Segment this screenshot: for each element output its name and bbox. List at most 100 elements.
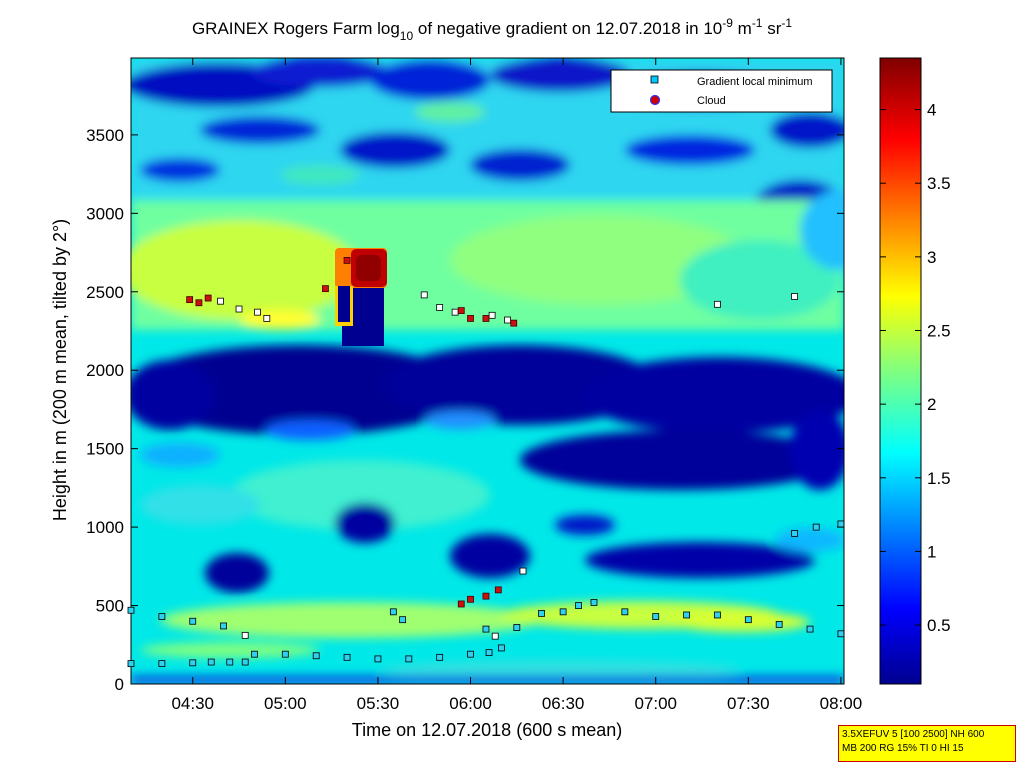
gradient-minimum-point [158, 660, 166, 668]
gradient-minimum-point [312, 652, 320, 660]
cloud-point [322, 285, 329, 293]
legend-label-cloud: Cloud [697, 95, 726, 107]
x-tick-label: 04:30 [171, 694, 214, 713]
gradient-minimum-point [217, 297, 224, 305]
gradient-minimum-point [241, 658, 249, 666]
gradient-minimum-point [451, 308, 459, 316]
gradient-minimum-point [436, 304, 444, 311]
gradient-minimum-point [189, 617, 197, 625]
colorbar-tick-label: 1 [927, 542, 936, 561]
gradient-minimum-point [220, 622, 227, 630]
cloud-point [457, 600, 465, 608]
gradient-minimum-point [714, 300, 721, 308]
gradient-minimum-point [590, 599, 598, 606]
x-tick-label: 05:30 [357, 694, 400, 713]
y-tick-label: 1000 [86, 518, 124, 537]
gradient-minimum-point [791, 293, 799, 300]
colorbar-tick-label: 0.5 [927, 616, 951, 635]
gradient-minimum-point [497, 644, 505, 652]
processing-info-box: 3.5XEFUV 5 [100 2500] NH 600 MB 200 RG 1… [838, 725, 1016, 762]
colorbar-gradient [879, 57, 922, 685]
gradient-minimum-point [837, 520, 845, 528]
gradient-minimum-point [389, 608, 397, 616]
gradient-minimum-point [538, 609, 545, 617]
gradient-minimum-point [491, 632, 499, 640]
gradient-minimum-point [281, 650, 289, 658]
gradient-minimum-point [263, 315, 271, 322]
gradient-minimum-point [235, 305, 243, 313]
y-tick-label: 0 [115, 675, 124, 694]
gradient-minimum-point [683, 611, 690, 619]
cloud-point [467, 315, 474, 322]
gradient-minimum-point [775, 620, 783, 628]
gradient-minimum-point [420, 291, 428, 299]
info-line-1: 3.5XEFUV 5 [100 2500] NH 600 [842, 729, 985, 740]
gradient-minimum-point [127, 660, 135, 668]
x-tick-label: 05:00 [264, 694, 307, 713]
cloud-point [467, 595, 474, 603]
y-tick-label: 1500 [86, 440, 124, 459]
gradient-minimum-point [189, 659, 197, 667]
y-tick-label: 500 [96, 597, 124, 616]
plot-frame [130, 57, 845, 685]
gradient-minimum-point [343, 653, 351, 661]
cloud-point [494, 586, 502, 594]
gradient-minimum-point [714, 611, 721, 619]
y-tick-label: 2500 [86, 283, 124, 302]
marker-layer [127, 256, 845, 668]
gradient-minimum-point [744, 616, 752, 624]
cloud-point [343, 256, 351, 264]
gradient-minimum-point [241, 631, 249, 639]
colorbar-tick-label: 3.5 [927, 174, 951, 193]
cloud-point [204, 294, 212, 302]
colorbar-tick-label: 1.5 [927, 469, 951, 488]
gradient-minimum-point [399, 616, 407, 624]
legend-box [610, 69, 833, 113]
gradient-minimum-point [504, 316, 511, 324]
gradient-minimum-point [806, 625, 814, 633]
legend-marker-cloud [649, 94, 661, 106]
gradient-minimum-point [488, 311, 496, 319]
y-tick-label: 2000 [86, 361, 124, 380]
colorbar-ticks: 0.5 1 1.5 2 2.5 3 3.5 4 [880, 101, 951, 635]
info-line-2: MB 200 RG 15% TI 0 HI 15 [842, 743, 964, 754]
gradient-minimum-point [226, 658, 234, 666]
cloud-point [195, 299, 203, 307]
colorbar-tick-label: 3 [927, 248, 936, 267]
gradient-minimum-point [482, 625, 490, 633]
x-tick-label: 08:00 [820, 694, 863, 713]
colorbar-tick-label: 2.5 [927, 321, 951, 340]
gradient-minimum-point [575, 602, 582, 609]
gradient-minimum-point [254, 308, 261, 316]
colorbar-tick-label: 4 [927, 101, 936, 120]
gradient-minimum-point [652, 613, 660, 620]
x-axis: 04:30 05:00 05:30 06:00 06:30 07:00 07:30 08:00 [171, 58, 862, 713]
gradient-minimum-point [485, 649, 493, 657]
x-tick-label: 06:00 [449, 694, 492, 713]
legend: Gradient local minimum Cloud [610, 69, 833, 113]
gradient-minimum-point [519, 567, 527, 575]
x-tick-label: 07:30 [727, 694, 770, 713]
gradient-minimum-point [513, 624, 521, 631]
cloud-point [510, 319, 518, 327]
x-tick-label: 06:30 [542, 694, 585, 713]
y-axis: 0 500 1000 1500 2000 2500 3000 3500 [86, 126, 844, 694]
gradient-minimum-point [405, 655, 413, 663]
gradient-minimum-point [559, 608, 567, 616]
legend-label-gradient-min: Gradient local minimum [697, 76, 813, 88]
gradient-minimum-point [127, 606, 135, 614]
gradient-minimum-point [837, 630, 845, 638]
gradient-minimum-point [791, 529, 799, 537]
gradient-minimum-point [374, 655, 382, 663]
gradient-minimum-point [158, 613, 166, 620]
cloud-point [482, 592, 490, 600]
gradient-minimum-point [467, 650, 474, 658]
colorbar-tick-label: 2 [927, 395, 936, 414]
x-axis-label: Time on 12.07.2018 (600 s mean) [352, 720, 623, 740]
gradient-minimum-point [207, 658, 215, 666]
y-tick-label: 3000 [86, 204, 124, 223]
gradient-minimum-point [436, 653, 444, 661]
cloud-point [482, 315, 490, 322]
colorbar: 0.5 1 1.5 2 2.5 3 3.5 4 [879, 57, 951, 685]
